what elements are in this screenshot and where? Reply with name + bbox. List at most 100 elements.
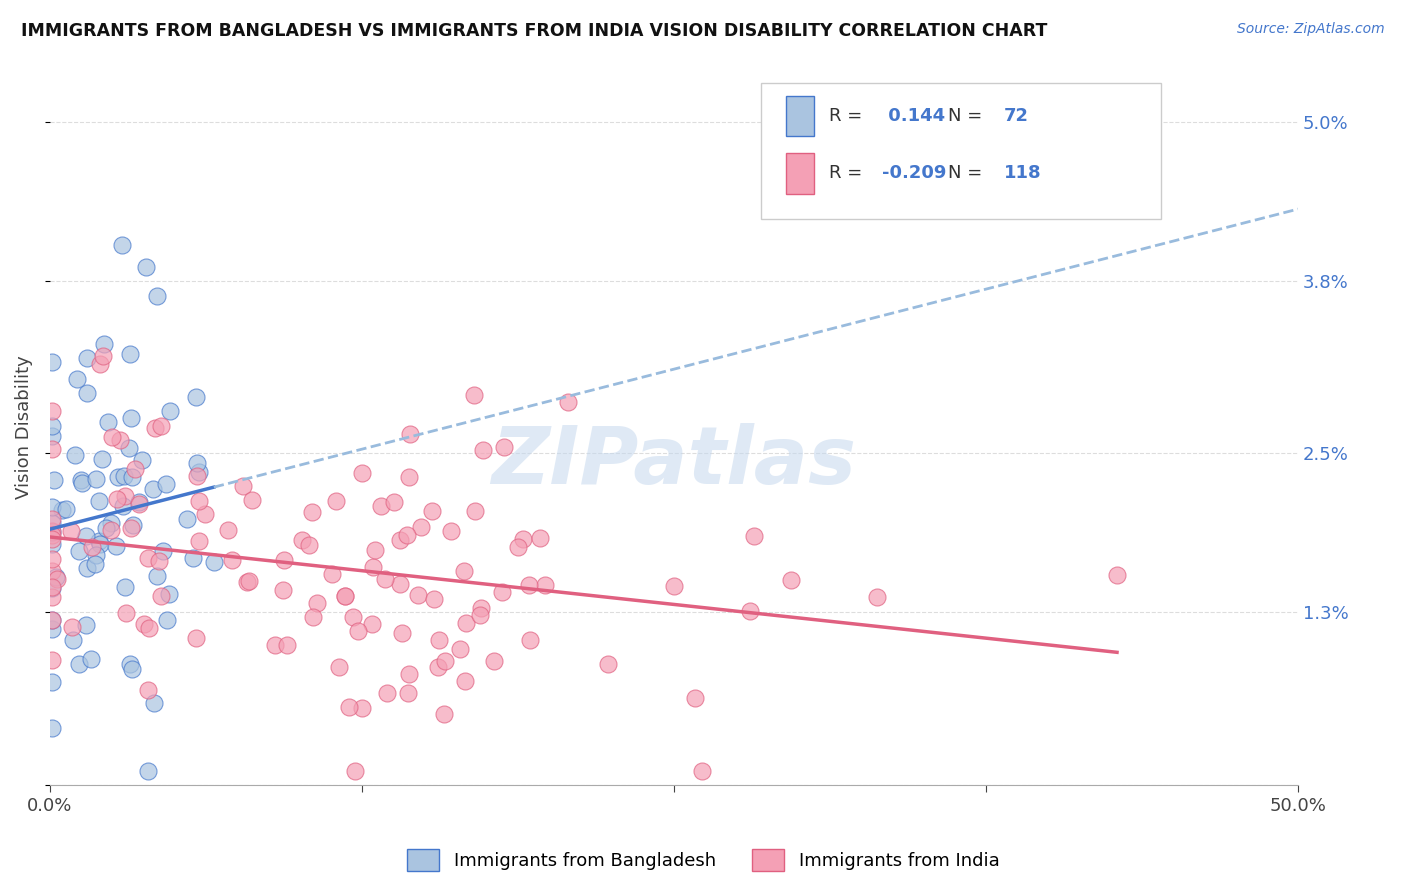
Point <box>360 616 382 631</box>
Point <box>240 493 263 508</box>
Point <box>202 555 225 569</box>
Point <box>391 625 413 640</box>
Point <box>423 592 446 607</box>
Point <box>136 683 159 698</box>
Point <box>41 537 63 551</box>
Point <box>152 544 174 558</box>
Point <box>41 581 63 595</box>
Point <box>159 404 181 418</box>
Point <box>264 639 287 653</box>
Point <box>184 390 207 404</box>
FancyBboxPatch shape <box>786 153 814 194</box>
Point <box>149 589 172 603</box>
Point <box>186 631 208 645</box>
Point <box>508 541 530 555</box>
Text: IMMIGRANTS FROM BANGLADESH VS IMMIGRANTS FROM INDIA VISION DISABILITY CORRELATIO: IMMIGRANTS FROM BANGLADESH VS IMMIGRANTS… <box>21 22 1047 40</box>
Point <box>89 534 111 549</box>
Point <box>118 347 141 361</box>
Point <box>382 495 405 509</box>
Point <box>41 613 63 627</box>
Point <box>517 578 540 592</box>
Point <box>76 351 98 365</box>
Point <box>41 524 63 539</box>
Point <box>150 419 173 434</box>
Point <box>143 421 166 435</box>
Point <box>97 415 120 429</box>
Point <box>136 550 159 565</box>
Point <box>427 632 450 647</box>
Text: Source: ZipAtlas.com: Source: ZipAtlas.com <box>1237 22 1385 37</box>
Point <box>187 466 209 480</box>
Point <box>347 624 370 639</box>
Point <box>388 533 411 547</box>
Point <box>121 518 143 533</box>
Point <box>374 572 396 586</box>
Point <box>66 372 89 386</box>
Point <box>70 476 93 491</box>
Point <box>84 548 107 562</box>
Point <box>470 608 492 623</box>
Text: 72: 72 <box>1004 107 1029 125</box>
Point <box>375 686 398 700</box>
Point <box>188 534 211 549</box>
Point <box>41 404 63 418</box>
Point <box>534 578 557 592</box>
Text: N =: N = <box>948 164 988 182</box>
Point <box>89 493 111 508</box>
Point <box>779 573 801 587</box>
Point <box>108 433 131 447</box>
Point <box>321 566 343 581</box>
Point <box>118 441 141 455</box>
Point <box>271 582 294 597</box>
Point <box>464 504 486 518</box>
FancyBboxPatch shape <box>786 96 814 136</box>
Point <box>426 659 449 673</box>
Point <box>388 576 411 591</box>
Point <box>142 482 165 496</box>
Point <box>276 638 298 652</box>
Point <box>67 544 90 558</box>
Point <box>41 429 63 443</box>
Point <box>301 505 323 519</box>
Point <box>328 660 350 674</box>
Point <box>67 657 90 671</box>
Point <box>120 411 142 425</box>
Point <box>529 531 551 545</box>
Point <box>41 613 63 627</box>
Point <box>41 419 63 434</box>
Point <box>335 589 357 603</box>
Text: R =: R = <box>830 107 868 125</box>
Point <box>136 764 159 779</box>
Point <box>155 477 177 491</box>
Point <box>238 574 260 589</box>
Point <box>138 622 160 636</box>
Point <box>91 349 114 363</box>
Point <box>156 613 179 627</box>
Point <box>94 521 117 535</box>
Point <box>41 721 63 735</box>
Point <box>449 641 471 656</box>
Point <box>104 540 127 554</box>
Point <box>370 499 392 513</box>
Point <box>41 442 63 456</box>
Point <box>325 494 347 508</box>
Point <box>217 523 239 537</box>
Point <box>396 686 419 700</box>
Point <box>685 690 707 705</box>
Point <box>41 653 63 667</box>
Point <box>120 521 142 535</box>
Point <box>62 632 84 647</box>
Point <box>399 427 422 442</box>
Point <box>124 462 146 476</box>
Point <box>350 466 373 480</box>
Y-axis label: Vision Disability: Vision Disability <box>15 355 32 499</box>
Point <box>131 453 153 467</box>
Point <box>512 532 534 546</box>
Point <box>482 654 505 668</box>
Point <box>41 532 63 546</box>
Point <box>291 533 314 548</box>
Point <box>41 590 63 604</box>
Point <box>181 550 204 565</box>
Point <box>51 503 73 517</box>
Text: ZIPatlas: ZIPatlas <box>491 424 856 501</box>
